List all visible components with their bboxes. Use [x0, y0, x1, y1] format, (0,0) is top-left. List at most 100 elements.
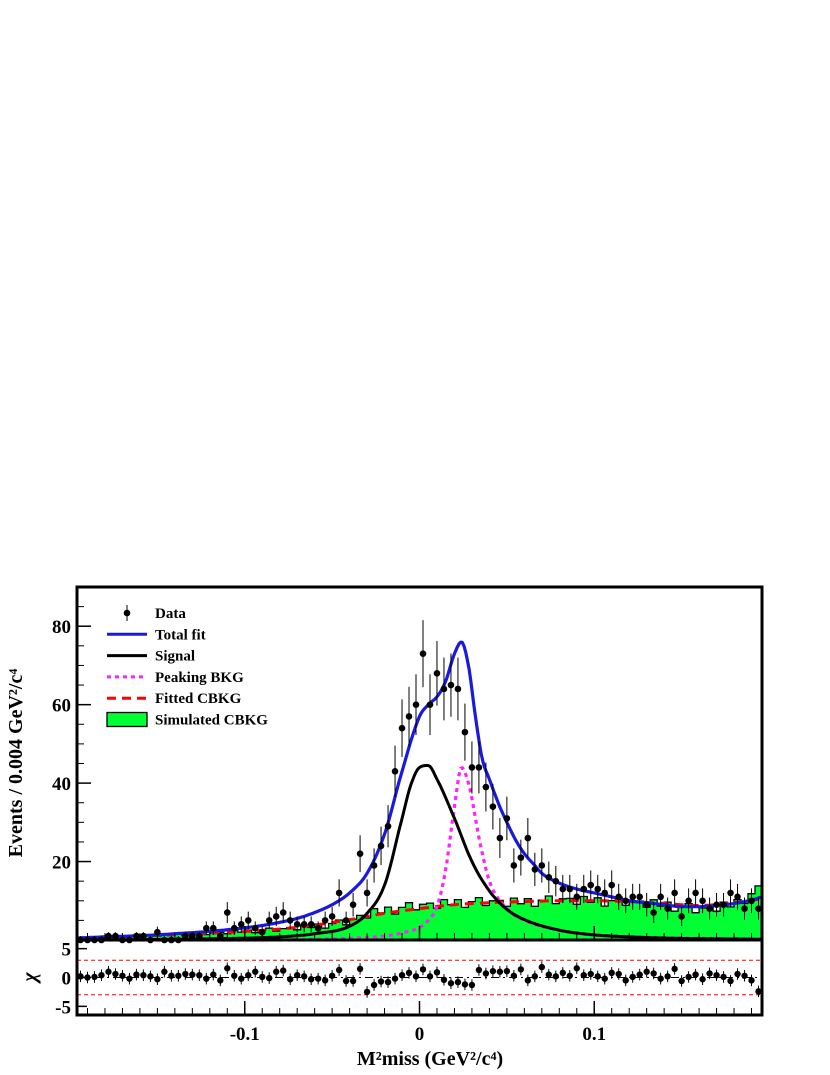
- data-point: [643, 892, 650, 917]
- pull-point: [433, 966, 441, 979]
- pull-marker: [405, 969, 413, 977]
- data-point: [230, 921, 238, 936]
- pull-points: [77, 961, 762, 998]
- data-point: [223, 902, 231, 923]
- pull-marker: [384, 978, 392, 986]
- pull-point: [321, 974, 329, 987]
- data-marker: [650, 909, 657, 916]
- data-marker: [412, 701, 420, 708]
- data-marker: [433, 669, 441, 677]
- pull-x-ticks: -0.1 0 0.1: [86, 1001, 753, 1045]
- data-point: [342, 911, 350, 930]
- pull-point: [398, 969, 406, 981]
- data-marker: [377, 842, 385, 850]
- data-marker: [349, 901, 357, 908]
- pull-point: [231, 970, 238, 982]
- pull-point: [328, 970, 336, 982]
- pull-marker: [335, 966, 343, 974]
- data-marker: [468, 764, 476, 771]
- pull-point: [622, 974, 629, 987]
- data-marker: [258, 928, 266, 936]
- pull-marker: [524, 977, 532, 984]
- pull-point: [168, 970, 175, 982]
- pull-marker: [601, 975, 608, 982]
- pull-marker: [342, 977, 350, 985]
- pull-point: [517, 963, 525, 976]
- data-point: [356, 835, 364, 873]
- data-marker: [426, 701, 434, 708]
- data-point: [489, 783, 497, 830]
- pull-point: [545, 968, 553, 981]
- data-marker: [335, 889, 343, 897]
- data-marker: [496, 834, 504, 842]
- data-marker: [384, 822, 392, 830]
- pull-marker: [168, 972, 175, 979]
- data-marker: [489, 803, 497, 810]
- pull-y-tick-label: -5: [55, 997, 71, 1018]
- pull-marker: [727, 977, 734, 985]
- pull-marker: [734, 970, 741, 978]
- data-point: [601, 879, 609, 907]
- pull-marker: [203, 975, 210, 982]
- pull-point: [126, 972, 133, 985]
- data-point: [203, 921, 210, 936]
- pull-marker: [196, 971, 203, 979]
- pull-marker: [307, 976, 315, 983]
- pull-point: [755, 985, 762, 998]
- data-marker: [140, 932, 147, 940]
- data-point: [559, 874, 567, 904]
- pull-marker: [545, 971, 553, 978]
- data-marker: [440, 685, 448, 693]
- pull-marker: [119, 972, 126, 979]
- data-marker: [755, 905, 762, 912]
- data-point: [314, 921, 322, 936]
- pull-panel: -5 0 5 -0.1 0 0.1 χ M²miss (GeV²/c⁴): [19, 938, 764, 1070]
- pull-point: [293, 969, 301, 981]
- data-marker: [286, 917, 294, 924]
- pull-marker: [538, 963, 546, 971]
- legend-entry: Data: [123, 605, 186, 622]
- pull-marker: [608, 969, 615, 977]
- pull-marker: [126, 975, 133, 982]
- data-point: [741, 897, 748, 920]
- pull-point: [273, 965, 280, 978]
- pull-marker: [321, 977, 329, 984]
- main-y-axis-label: Events / 0.004 GeV²/c⁴: [5, 669, 27, 858]
- pull-point: [307, 973, 315, 985]
- pull-point: [252, 965, 259, 978]
- pull-marker: [699, 976, 706, 983]
- pull-point: [552, 970, 560, 983]
- data-marker: [419, 650, 427, 657]
- data-marker: [587, 881, 595, 889]
- data-point: [426, 674, 434, 736]
- pull-point: [245, 969, 252, 981]
- pull-marker: [84, 974, 91, 981]
- data-point: [720, 892, 727, 917]
- pull-point: [629, 971, 636, 983]
- data-point: [545, 861, 553, 893]
- pull-marker: [91, 973, 98, 981]
- data-marker: [566, 885, 574, 893]
- pull-point: [391, 972, 399, 985]
- pull-point: [510, 970, 518, 982]
- data-marker: [196, 932, 203, 940]
- data-marker: [678, 913, 685, 920]
- pull-point: [119, 970, 126, 982]
- y-tick-label: 40: [52, 774, 71, 795]
- pull-point: [266, 972, 273, 984]
- data-marker: [133, 932, 140, 940]
- legend-entry: Peaking BKG: [107, 670, 244, 686]
- data-marker: [328, 913, 336, 920]
- legend-label: Simulated CBKG: [155, 713, 268, 729]
- pull-point: [426, 970, 434, 983]
- pull-marker: [252, 968, 259, 975]
- data-point: [412, 674, 420, 736]
- pull-point: [147, 970, 154, 983]
- data-point: [482, 762, 490, 812]
- pull-y-axis-label: χ: [19, 972, 41, 985]
- pull-marker: [356, 965, 364, 973]
- data-point: [531, 852, 539, 887]
- pull-point: [377, 975, 385, 988]
- pull-marker: [433, 969, 441, 976]
- data-point: [454, 657, 462, 721]
